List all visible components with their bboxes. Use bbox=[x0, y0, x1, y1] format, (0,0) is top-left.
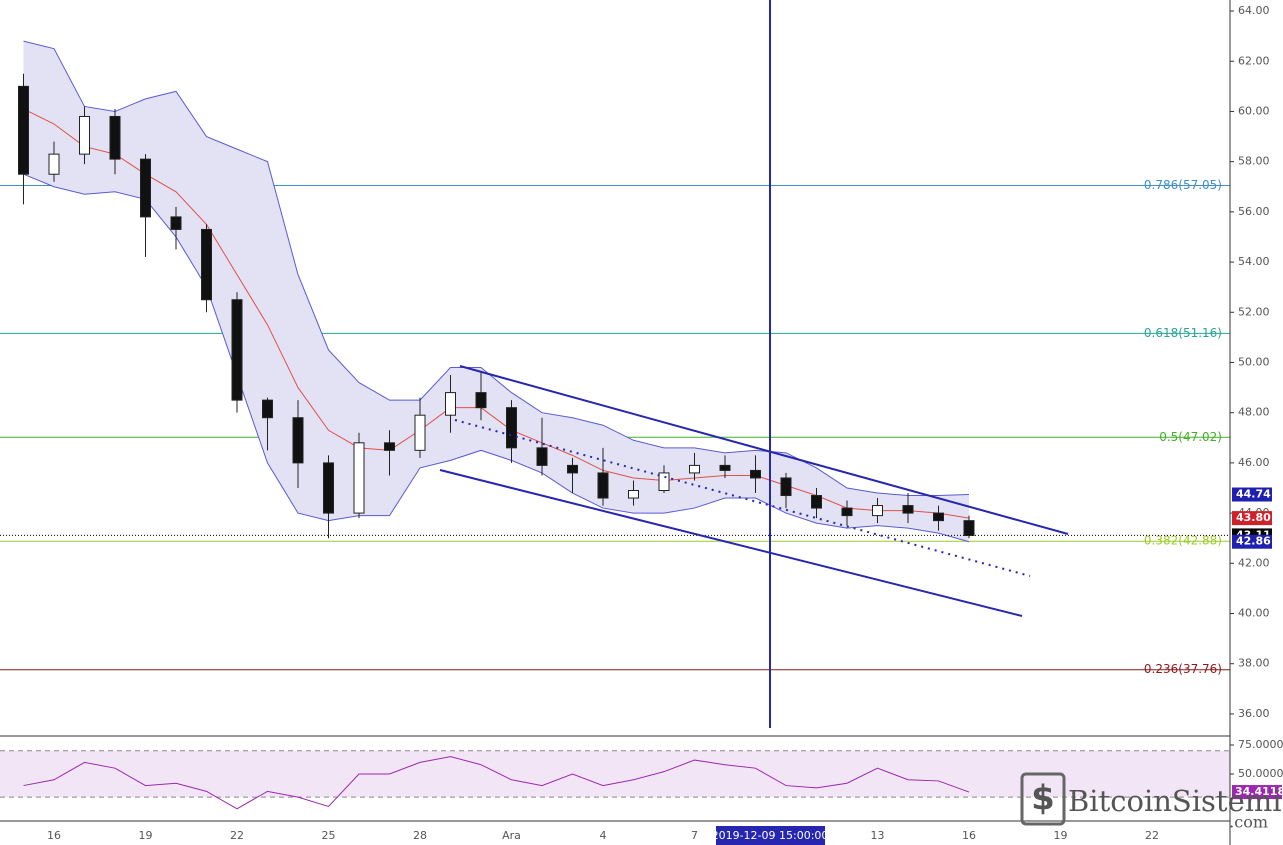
y-tick-label: 58.00 bbox=[1238, 155, 1270, 168]
candle-body bbox=[201, 228, 212, 301]
band-lower bbox=[23, 173, 970, 543]
band-fill bbox=[23, 41, 969, 542]
y-tick-label: 56.00 bbox=[1238, 205, 1270, 218]
x-tick-label: 7 bbox=[691, 829, 698, 842]
candle-body bbox=[323, 462, 334, 514]
x-tick-label: 4 bbox=[600, 829, 607, 842]
watermark: $ BitcoinSistemi .com bbox=[1020, 772, 1282, 832]
y-tick-label: 50.00 bbox=[1238, 355, 1270, 368]
candle-body bbox=[140, 158, 151, 218]
price-badge bbox=[1232, 534, 1272, 549]
rsi-tick-label: 75.0000 bbox=[1238, 738, 1283, 751]
watermark-icon-glyph: $ bbox=[1031, 779, 1055, 819]
candle-body bbox=[567, 464, 578, 474]
x-tick-label: 16 bbox=[47, 829, 61, 842]
y-tick-label: 36.00 bbox=[1238, 707, 1270, 720]
rsi-line bbox=[23, 756, 970, 810]
y-tick-label: 62.00 bbox=[1238, 54, 1270, 67]
candle-body bbox=[445, 392, 456, 416]
rsi-tick-label: 50.0000 bbox=[1238, 767, 1283, 780]
candle-body bbox=[292, 417, 304, 464]
channel-lower bbox=[439, 469, 1023, 617]
candle-body bbox=[780, 477, 792, 497]
fib-label: 0.618(51.16) bbox=[1144, 326, 1222, 340]
candle-body bbox=[811, 495, 822, 509]
candle-body bbox=[658, 472, 670, 492]
crosshair-badge bbox=[716, 826, 825, 845]
channel-mid bbox=[454, 419, 1031, 577]
candle-body bbox=[963, 520, 975, 536]
channel-upper bbox=[459, 365, 1069, 535]
candle-body bbox=[841, 507, 853, 517]
watermark-icon bbox=[1020, 772, 1066, 826]
candle-body bbox=[353, 442, 365, 514]
candle-body bbox=[475, 392, 487, 409]
x-tick-label: 22 bbox=[230, 829, 244, 842]
candle-body bbox=[750, 469, 761, 479]
x-tick-label: 25 bbox=[322, 829, 336, 842]
y-tick-label: 46.00 bbox=[1238, 456, 1270, 469]
band-middle bbox=[23, 108, 970, 519]
candle-body bbox=[719, 464, 731, 471]
fib-label: 0.236(37.76) bbox=[1144, 662, 1222, 676]
candle-body bbox=[506, 407, 517, 449]
x-tick-label: 16 bbox=[962, 829, 976, 842]
candle-body bbox=[384, 442, 395, 451]
watermark-name: BitcoinSistemi bbox=[1068, 784, 1282, 818]
candle-body bbox=[414, 414, 426, 451]
candle-body bbox=[689, 464, 700, 474]
candle-body bbox=[872, 505, 883, 517]
candle-body bbox=[231, 299, 243, 401]
y-tick-label: 38.00 bbox=[1238, 657, 1270, 670]
fib-label: 0.786(57.05) bbox=[1144, 178, 1222, 192]
candle-body bbox=[933, 512, 944, 522]
x-tick-label: 19 bbox=[139, 829, 153, 842]
x-tick-label: 28 bbox=[413, 829, 427, 842]
candle-body bbox=[109, 115, 121, 160]
crosshair-label: 2019-12-09 15:00:00 bbox=[712, 829, 829, 842]
y-tick-label: 48.00 bbox=[1238, 406, 1270, 419]
candle-body bbox=[536, 447, 548, 466]
fib-label: 0.5(47.02) bbox=[1159, 430, 1222, 444]
price-badge-label: 42.86 bbox=[1236, 535, 1271, 548]
candle-body bbox=[902, 505, 914, 514]
rsi-badge bbox=[1232, 785, 1282, 800]
price-badge-label: 43.80 bbox=[1236, 511, 1271, 524]
x-tick-label: 13 bbox=[871, 829, 885, 842]
candle-body bbox=[79, 115, 90, 155]
fib-label: 0.382(42.88) bbox=[1144, 534, 1222, 548]
band-upper bbox=[23, 40, 970, 497]
y-tick-label: 64.00 bbox=[1238, 4, 1270, 17]
x-tick-label: Ara bbox=[502, 829, 521, 842]
price-badge-label: 44.74 bbox=[1236, 488, 1271, 501]
candle-body bbox=[170, 216, 182, 230]
y-tick-label: 52.00 bbox=[1238, 305, 1270, 318]
y-tick-label: 42.00 bbox=[1238, 556, 1270, 569]
watermark-domain: .com bbox=[1229, 813, 1268, 832]
x-tick-label: 22 bbox=[1145, 829, 1159, 842]
rsi-badge-label: 34.4118 bbox=[1235, 785, 1283, 798]
y-tick-label: 40.00 bbox=[1238, 607, 1270, 620]
y-tick-label: 60.00 bbox=[1238, 104, 1270, 117]
candle-body bbox=[18, 85, 29, 175]
y-tick-label: 54.00 bbox=[1238, 255, 1270, 268]
price-badge bbox=[1232, 511, 1272, 526]
candle-body bbox=[597, 472, 609, 499]
candle-body bbox=[262, 399, 273, 419]
price-badge bbox=[1232, 487, 1272, 502]
candle-body bbox=[48, 153, 60, 175]
x-tick-label: 19 bbox=[1054, 829, 1068, 842]
candle-body bbox=[628, 490, 639, 499]
